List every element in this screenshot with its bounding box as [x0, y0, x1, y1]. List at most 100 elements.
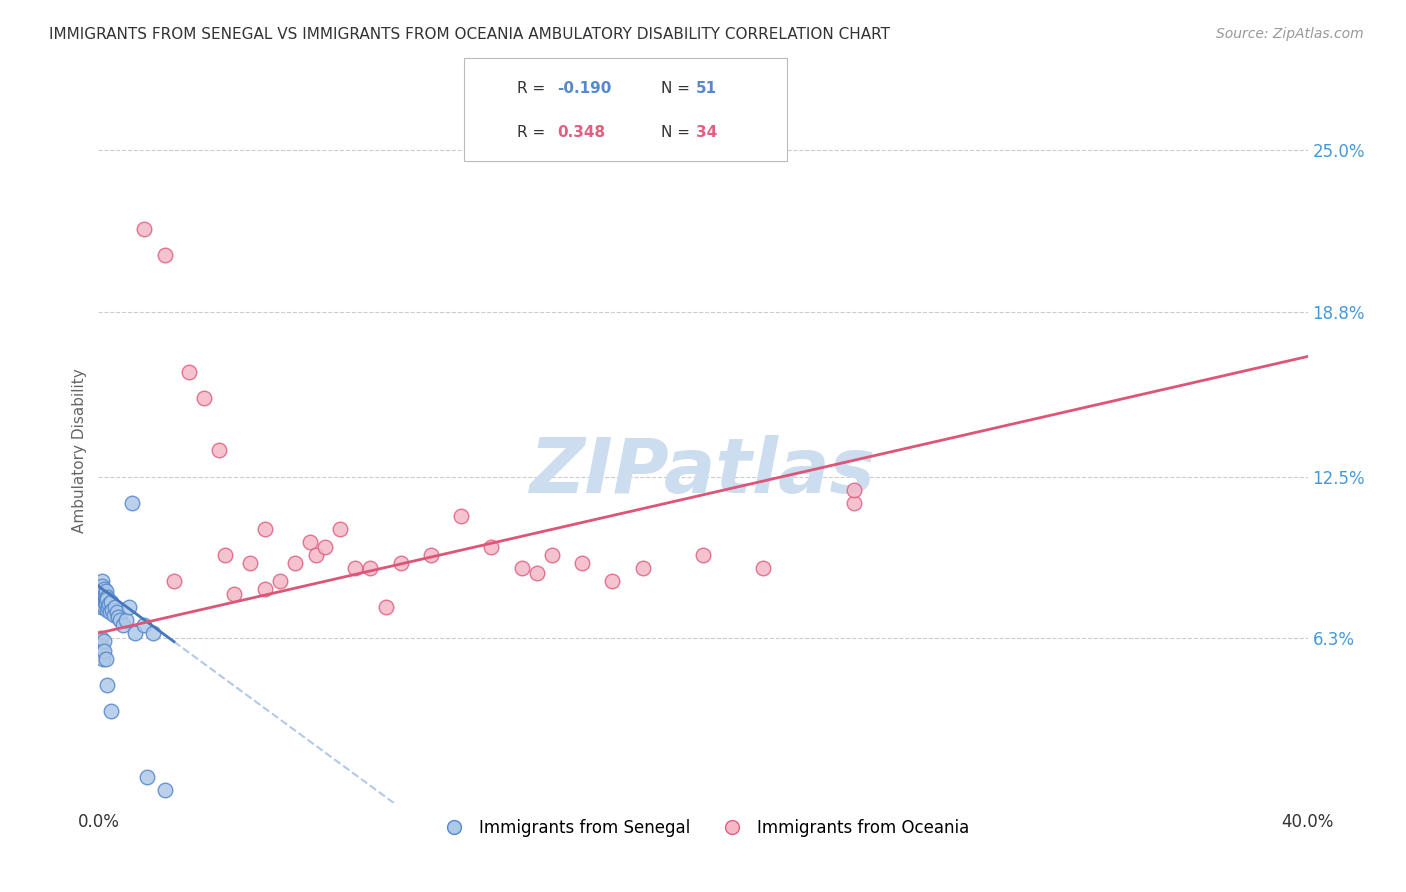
Point — [224, 587, 246, 601]
Point — [94, 584, 117, 599]
Point — [91, 595, 114, 609]
Point — [214, 548, 236, 562]
Point — [94, 652, 117, 666]
Text: Source: ZipAtlas.com: Source: ZipAtlas.com — [1216, 27, 1364, 41]
Text: N =: N = — [661, 125, 695, 140]
Point — [93, 600, 115, 615]
Point — [96, 590, 118, 604]
Text: N =: N = — [661, 81, 695, 96]
Point — [344, 561, 367, 575]
Point — [94, 590, 117, 604]
Circle shape — [486, 128, 501, 143]
Point — [526, 566, 548, 581]
Point — [135, 770, 157, 784]
Point — [602, 574, 624, 588]
Point — [114, 613, 136, 627]
Point — [631, 561, 654, 575]
Point — [305, 548, 328, 562]
Point — [94, 595, 117, 609]
Point — [91, 590, 114, 604]
Text: -0.190: -0.190 — [557, 81, 612, 96]
Point — [93, 644, 115, 658]
Point — [360, 561, 382, 575]
Point — [96, 602, 118, 616]
Point — [94, 587, 117, 601]
Point — [89, 592, 111, 607]
Point — [96, 592, 118, 607]
Point — [132, 618, 155, 632]
Point — [153, 248, 176, 262]
Point — [91, 579, 114, 593]
Text: R =: R = — [517, 125, 551, 140]
Text: ZIPatlas: ZIPatlas — [530, 434, 876, 508]
Legend: Immigrants from Senegal, Immigrants from Oceania: Immigrants from Senegal, Immigrants from… — [430, 813, 976, 844]
Point — [208, 443, 231, 458]
Point — [540, 548, 562, 562]
Point — [91, 644, 114, 658]
Point — [93, 592, 115, 607]
Point — [97, 600, 120, 615]
Point — [107, 610, 129, 624]
Point — [752, 561, 775, 575]
Point — [571, 556, 593, 570]
Text: R =: R = — [517, 81, 551, 96]
Point — [91, 652, 114, 666]
Point — [239, 556, 262, 570]
Point — [389, 556, 412, 570]
Point — [844, 483, 866, 497]
Point — [253, 582, 276, 596]
Point — [132, 221, 155, 235]
Point — [299, 534, 322, 549]
Point — [90, 574, 112, 588]
Point — [374, 600, 396, 615]
Point — [104, 600, 127, 615]
Point — [98, 605, 121, 619]
Point — [93, 598, 115, 612]
Point — [124, 626, 146, 640]
Point — [101, 602, 124, 616]
Point — [253, 522, 276, 536]
Point — [108, 613, 131, 627]
Point — [163, 574, 186, 588]
Point — [90, 587, 112, 601]
Point — [284, 556, 307, 570]
Point — [91, 587, 114, 601]
Point — [153, 782, 176, 797]
Point — [96, 678, 118, 692]
Point — [100, 705, 122, 719]
Point — [692, 548, 714, 562]
Point — [93, 634, 115, 648]
Point — [329, 522, 352, 536]
Text: 34: 34 — [696, 125, 717, 140]
Point — [510, 561, 533, 575]
Point — [481, 540, 503, 554]
Point — [193, 391, 215, 405]
Point — [103, 607, 125, 622]
Point — [844, 496, 866, 510]
Point — [96, 598, 118, 612]
Point — [90, 582, 112, 596]
Point — [98, 598, 121, 612]
Point — [100, 595, 122, 609]
Point — [90, 639, 112, 653]
Circle shape — [486, 84, 501, 99]
Y-axis label: Ambulatory Disability: Ambulatory Disability — [72, 368, 87, 533]
Point — [269, 574, 291, 588]
Point — [93, 582, 115, 596]
Point — [314, 540, 336, 554]
Text: 51: 51 — [696, 81, 717, 96]
Point — [142, 626, 165, 640]
Point — [121, 496, 143, 510]
Point — [91, 584, 114, 599]
Point — [450, 508, 472, 523]
Point — [105, 605, 128, 619]
Point — [420, 548, 443, 562]
Text: 0.348: 0.348 — [557, 125, 605, 140]
Point — [179, 365, 201, 379]
Point — [118, 600, 141, 615]
Point — [90, 632, 112, 646]
Point — [94, 592, 117, 607]
Point — [111, 618, 134, 632]
Point — [90, 600, 112, 615]
Text: IMMIGRANTS FROM SENEGAL VS IMMIGRANTS FROM OCEANIA AMBULATORY DISABILITY CORRELA: IMMIGRANTS FROM SENEGAL VS IMMIGRANTS FR… — [49, 27, 890, 42]
